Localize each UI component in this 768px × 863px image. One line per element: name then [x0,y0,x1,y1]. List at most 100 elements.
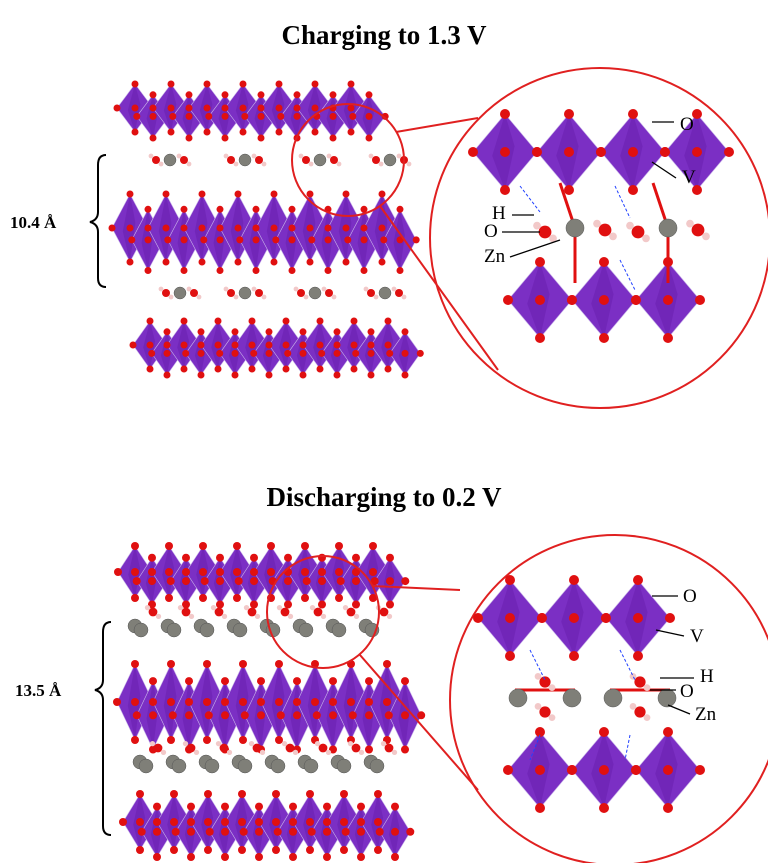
oxygen-atom [293,698,301,706]
oxygen-atom [301,594,309,602]
oxygen-atom [370,577,379,586]
oxygen-atom [197,349,205,357]
hydrogen-atom [534,703,542,710]
oxygen-atom [324,267,332,274]
oxygen-atom [185,112,193,120]
panel-title-charging: Charging to 1.3 V [281,20,487,50]
oxygen-atom [182,349,190,357]
oxygen-atom [231,328,239,336]
oxygen-atom [170,818,178,826]
oxygen-atom [166,577,175,586]
oxygen-atom [167,128,175,136]
oxygen-atom [265,328,273,336]
hydrogen-atom [193,749,200,756]
oxygen-atom [199,568,207,576]
oxygen-atom [185,677,193,686]
oxygen-atom [238,790,246,798]
hydrogen-atom [347,740,354,747]
oxygen-atom [169,112,177,120]
oxygen-atom [301,568,309,576]
oxygen-atom [165,568,173,576]
hydrogen-atom [643,714,651,721]
oxygen-atom [500,185,510,195]
oxygen-atom [503,765,513,775]
oxygen-atom [170,790,178,798]
oxygen-atom [216,600,224,609]
oxygen-atom [250,553,258,562]
hydrogen-atom [396,153,402,159]
oxygen-atom [203,698,211,706]
oxygen-atom [663,295,673,305]
oxygen-atom [360,267,368,274]
oxygen-atom [275,736,283,744]
oxygen-atom [162,190,170,198]
oxygen-atom [316,341,324,349]
hydrogen-atom [276,604,283,611]
oxygen-atom [325,289,333,297]
oxygen-atom [199,542,207,550]
oxygen-atom [323,802,331,811]
oxygen-atom [535,333,545,343]
oxygen-atom [375,827,384,836]
oxygen-atom [384,711,393,720]
oxygen-atom [180,224,188,232]
oxygen-atom [323,827,331,836]
zinc-atom [133,622,149,638]
oxygen-atom [357,802,365,811]
oxygen-atom [312,711,321,720]
oxygen-atom [599,727,609,737]
oxygen-atom [239,660,247,668]
hydrogen-atom [326,153,332,159]
oxygen-atom [221,711,229,720]
oxygen-atom [567,765,577,775]
oxygen-atom [231,371,239,379]
oxygen-atom [216,267,224,274]
oxygen-atom [255,289,263,297]
oxygen-atom [257,677,265,686]
oxygen-atom [149,698,157,706]
vo6-octahedron [631,257,705,343]
oxygen-atom [293,91,301,99]
oxygen-atom [505,651,515,661]
oxygen-atom [216,553,224,562]
oxygen-atom [378,224,386,232]
oxygen-atom [214,317,222,325]
oxygen-atom [381,112,389,120]
oxygen-atom [144,236,152,244]
oxygen-atom [352,577,360,586]
oxygen-atom [633,575,643,585]
oxygen-atom [401,577,410,586]
zinc-atom [270,758,286,774]
oxygen-atom [236,236,244,244]
oxygen-atom [257,711,265,720]
oxygen-atom [162,224,170,232]
oxygen-atom [221,134,229,142]
vo6-octahedron [503,727,577,813]
oxygen-atom [197,328,205,336]
oxygen-atom [180,205,188,213]
oxygen-atom [272,790,280,798]
hydrogen-atom [233,294,239,300]
oxygen-atom [473,613,483,623]
oxygen-atom [365,112,373,120]
vo6-octahedron [537,575,611,661]
oxygen-atom [163,371,171,379]
oxygen-atom [349,112,357,120]
oxygen-atom [391,827,399,836]
interlayer-spacing-top: 10.4 Å [10,213,57,232]
oxygen-atom [203,128,211,136]
zoom-line [371,585,461,591]
zinc-atom [237,758,253,774]
oxygen-atom [347,104,355,112]
oxygen-atom [401,349,409,357]
oxygen-atom [284,349,292,357]
oxygen-atom [564,185,574,195]
oxygen-atom [216,577,224,586]
oxygen-atom [347,128,355,136]
oxygen-atom [204,846,212,854]
oxygen-atom [329,91,337,99]
oxygen-atom [535,765,545,775]
label-oxygen-water-top: O [484,221,498,242]
oxygen-atom [323,818,331,826]
zinc-atom [603,688,623,708]
